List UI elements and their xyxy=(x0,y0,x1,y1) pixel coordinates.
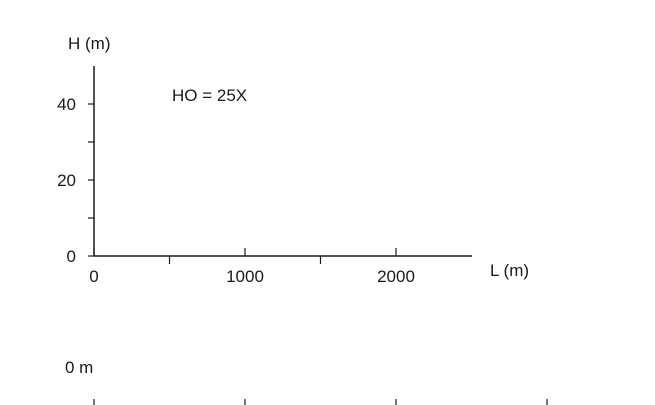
x-ticks: 0 1000 2000 xyxy=(89,248,415,286)
y-ticks: 0 20 40 xyxy=(57,95,94,266)
x-tick-label: 2000 xyxy=(377,267,415,286)
equation-annotation: HO = 25X xyxy=(172,86,247,105)
y-axis-title: H (m) xyxy=(68,34,110,53)
x-tick-label: 0 xyxy=(89,267,98,286)
y-tick-label: 40 xyxy=(57,95,76,114)
x-tick-label: 1000 xyxy=(226,267,264,286)
bottom-scale-label: 0 m xyxy=(65,358,93,377)
y-tick-label: 0 xyxy=(67,247,76,266)
x-axis-title: L (m) xyxy=(490,261,529,280)
y-tick-label: 20 xyxy=(57,171,76,190)
bottom-scale-ticks xyxy=(93,399,548,405)
